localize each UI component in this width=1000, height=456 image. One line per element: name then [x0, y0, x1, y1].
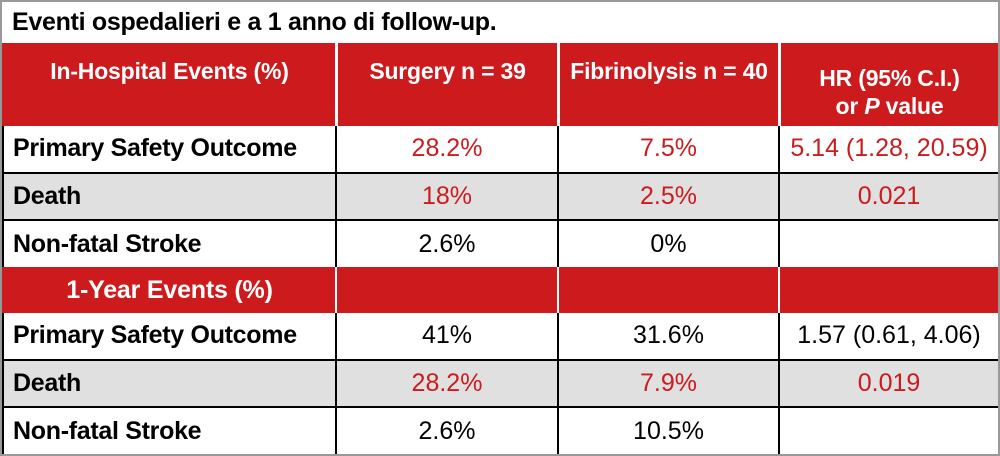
row-section-1-year-events: 1-Year Events (%): [2, 267, 998, 313]
row-in-hospital-non-fatal-stroke: Non-fatal Stroke 2.6% 0%: [2, 219, 998, 268]
header-surgery-n: Surgery n = 39: [335, 43, 557, 126]
value-surgery: 28.2%: [335, 360, 557, 407]
header-or-text: or: [835, 92, 865, 119]
row-label: Primary Safety Outcome: [13, 134, 297, 163]
row-1-year-non-fatal-stroke: Non-fatal Stroke 2.6% 10.5%: [2, 406, 998, 454]
row-label: Non-fatal Stroke: [13, 416, 202, 445]
row-label: Non-fatal Stroke: [13, 229, 202, 258]
value-surgery: 41%: [335, 312, 557, 359]
header-value-text: value: [879, 92, 944, 119]
value-fibrinolysis: 7.5%: [557, 126, 778, 172]
row-in-hospital-death: Death 18% 2.5% 0.021: [2, 171, 998, 220]
value-hr-pvalue: 5.14 (1.28, 20.59): [778, 126, 998, 172]
row-label: Death: [13, 368, 81, 397]
header-hr-or-pvalue: HR (95% C.I.) or P value: [778, 43, 998, 126]
header-fibrinolysis-n: Fibrinolysis n = 40: [557, 43, 778, 126]
value-surgery: 2.6%: [335, 221, 557, 268]
value-fibrinolysis: 10.5%: [557, 408, 778, 454]
value-fibrinolysis: 31.6%: [557, 312, 778, 359]
value-hr-pvalue: 0.019: [778, 360, 998, 407]
table-header-row: In-Hospital Events (%) Surgery n = 39 Fi…: [2, 43, 998, 126]
value-hr-pvalue: [778, 408, 998, 454]
row-1-year-death: Death 28.2% 7.9% 0.019: [2, 358, 998, 407]
table-title: Eventi ospedalieri e a 1 anno di follow-…: [2, 2, 998, 43]
value-fibrinolysis: [557, 267, 778, 313]
row-label: Primary Safety Outcome: [13, 321, 297, 350]
value-surgery: 28.2%: [335, 126, 557, 172]
value-hr-pvalue: 0.021: [778, 173, 998, 220]
value-hr-pvalue: [778, 221, 998, 268]
value-surgery: 2.6%: [335, 408, 557, 454]
value-hr-pvalue: [778, 267, 998, 313]
value-surgery: 18%: [335, 173, 557, 220]
row-label: Death: [13, 182, 81, 211]
section-label: 1-Year Events (%): [66, 275, 273, 304]
value-fibrinolysis: 7.9%: [557, 360, 778, 407]
value-fibrinolysis: 2.5%: [557, 173, 778, 220]
value-hr-pvalue: 1.57 (0.61, 4.06): [778, 312, 998, 359]
row-1-year-primary-safety-outcome: Primary Safety Outcome 41% 31.6% 1.57 (0…: [2, 312, 998, 359]
row-in-hospital-primary-safety-outcome: Primary Safety Outcome 28.2% 7.5% 5.14 (…: [2, 126, 998, 172]
value-surgery: [335, 267, 557, 313]
header-p-value-line: or P value: [836, 92, 944, 120]
header-p-italic: P: [864, 92, 880, 119]
value-fibrinolysis: 0%: [557, 221, 778, 268]
header-hr-ci-line: HR (95% C.I.): [819, 64, 960, 91]
header-in-hospital-events: In-Hospital Events (%): [50, 58, 289, 84]
